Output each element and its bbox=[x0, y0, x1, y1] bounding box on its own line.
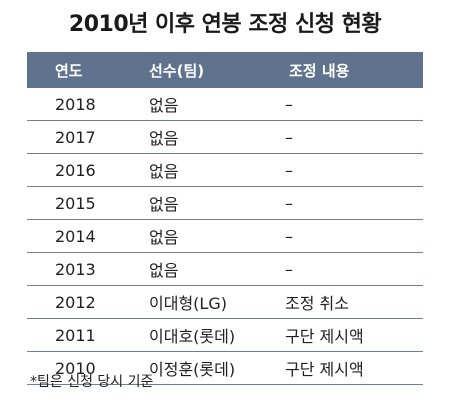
table-header: 연도 선수(팀) 조정 내용 bbox=[27, 52, 423, 88]
cell-year: 2011 bbox=[55, 325, 96, 345]
cell-year: 2016 bbox=[55, 160, 96, 180]
cell-player: 없음 bbox=[149, 129, 179, 148]
table-row: 2016 없음 – bbox=[27, 154, 423, 187]
cell-result: – bbox=[285, 226, 293, 246]
cell-player: 없음 bbox=[149, 96, 179, 115]
cell-result: 구단 제시액 bbox=[285, 360, 364, 379]
cell-result: – bbox=[285, 94, 293, 114]
table-row: 2010 이정훈(롯데) 구단 제시액 bbox=[27, 352, 423, 385]
cell-player: 없음 bbox=[149, 261, 179, 280]
cell-player: 이대형(LG) bbox=[149, 294, 227, 313]
table-row: 2015 없음 – bbox=[27, 187, 423, 220]
footnote: *팀은 신청 당시 기준 bbox=[30, 374, 154, 390]
cell-result: 구단 제시액 bbox=[285, 327, 364, 346]
cell-player: 이대호(롯데) bbox=[149, 327, 236, 346]
cell-year: 2012 bbox=[55, 292, 96, 312]
table-row: 2012 이대형(LG) 조정 취소 bbox=[27, 286, 423, 319]
cell-result: – bbox=[285, 160, 293, 180]
data-table: 연도 선수(팀) 조정 내용 2018 없음 – 2017 없음 – 2016 … bbox=[27, 52, 423, 385]
cell-year: 2014 bbox=[55, 226, 96, 246]
cell-player: 이정훈(롯데) bbox=[149, 360, 236, 379]
cell-player: 없음 bbox=[149, 162, 179, 181]
cell-result: – bbox=[285, 259, 293, 279]
cell-year: 2018 bbox=[55, 94, 96, 114]
table-row: 2018 없음 – bbox=[27, 88, 423, 121]
cell-player: 없음 bbox=[149, 228, 179, 247]
header-adjustment: 조정 내용 bbox=[289, 61, 350, 80]
table-row: 2017 없음 – bbox=[27, 121, 423, 154]
cell-result: 조정 취소 bbox=[285, 294, 349, 313]
table-row: 2011 이대호(롯데) 구단 제시액 bbox=[27, 319, 423, 352]
header-year: 연도 bbox=[55, 61, 83, 80]
cell-year: 2010 bbox=[55, 358, 96, 378]
cell-year: 2013 bbox=[55, 259, 96, 279]
cell-year: 2015 bbox=[55, 193, 96, 213]
table-row: 2014 없음 – bbox=[27, 220, 423, 253]
cell-result: – bbox=[285, 127, 293, 147]
table-row: 2013 없음 – bbox=[27, 253, 423, 286]
cell-year: 2017 bbox=[55, 127, 96, 147]
cell-result: – bbox=[285, 193, 293, 213]
page-title: 2010년 이후 연봉 조정 신청 현황 bbox=[68, 12, 382, 37]
cell-player: 없음 bbox=[149, 195, 179, 214]
header-player-team: 선수(팀) bbox=[149, 61, 205, 80]
